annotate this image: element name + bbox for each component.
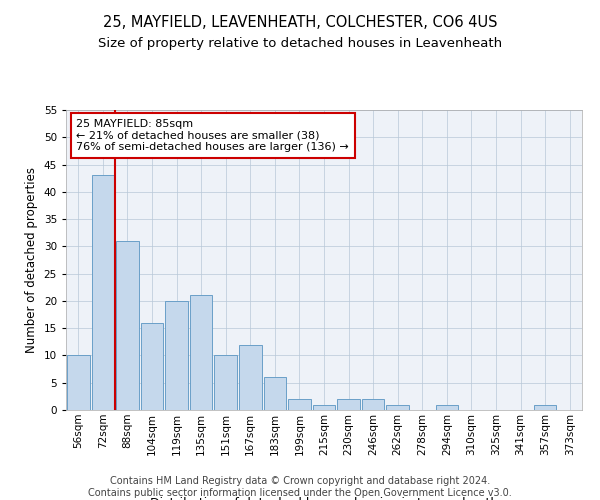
Bar: [313, 404, 335, 410]
Bar: [92, 176, 114, 410]
Bar: [239, 344, 262, 410]
Bar: [263, 378, 286, 410]
Bar: [165, 301, 188, 410]
X-axis label: Distribution of detached houses by size in Leavenheath: Distribution of detached houses by size …: [150, 496, 498, 500]
Bar: [288, 399, 311, 410]
Bar: [386, 404, 409, 410]
Bar: [116, 241, 139, 410]
Text: 25 MAYFIELD: 85sqm
← 21% of detached houses are smaller (38)
76% of semi-detache: 25 MAYFIELD: 85sqm ← 21% of detached hou…: [76, 119, 349, 152]
Text: Size of property relative to detached houses in Leavenheath: Size of property relative to detached ho…: [98, 38, 502, 51]
Bar: [337, 399, 360, 410]
Text: Contains HM Land Registry data © Crown copyright and database right 2024.
Contai: Contains HM Land Registry data © Crown c…: [88, 476, 512, 498]
Bar: [436, 404, 458, 410]
Bar: [534, 404, 556, 410]
Bar: [140, 322, 163, 410]
Bar: [190, 296, 212, 410]
Bar: [67, 356, 89, 410]
Bar: [214, 356, 237, 410]
Bar: [362, 399, 385, 410]
Text: 25, MAYFIELD, LEAVENHEATH, COLCHESTER, CO6 4US: 25, MAYFIELD, LEAVENHEATH, COLCHESTER, C…: [103, 15, 497, 30]
Y-axis label: Number of detached properties: Number of detached properties: [25, 167, 38, 353]
